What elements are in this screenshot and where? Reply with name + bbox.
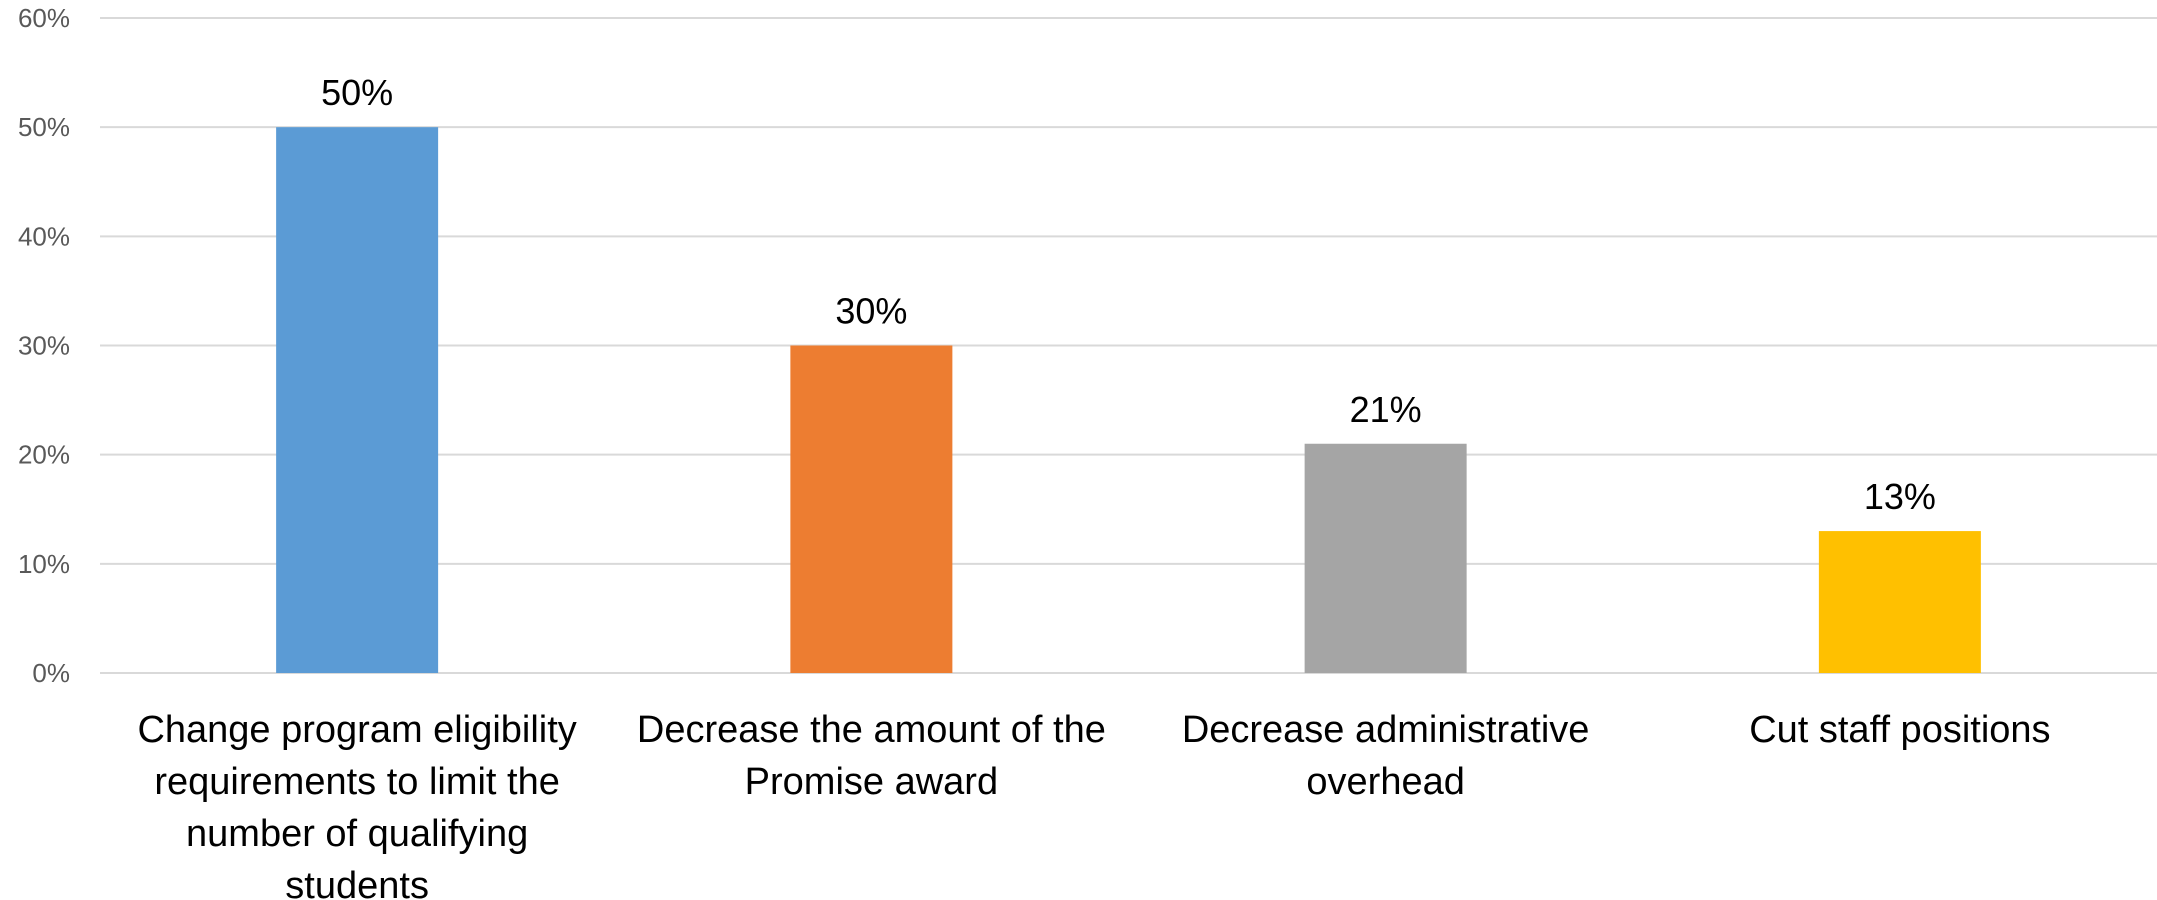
gridlines [100, 17, 2157, 674]
category-label-line: Change program eligibility [137, 709, 576, 751]
data-label: 50% [321, 72, 393, 113]
data-label: 30% [835, 291, 907, 332]
y-tick-label: 10% [18, 549, 70, 579]
category-label: Decrease the amount of the Promise award [637, 709, 1106, 803]
category-label: Change program eligibility requirements t… [137, 709, 576, 900]
y-tick-label: 20% [18, 440, 70, 470]
y-tick-label: 30% [18, 331, 70, 361]
category-label-line: Promise award [745, 761, 998, 803]
category-label-line: Decrease administrative [1182, 709, 1590, 751]
y-tick-label: 0% [32, 658, 70, 688]
category-label-line: overhead [1306, 761, 1464, 803]
x-axis-category-labels: Change program eligibility requirements t… [137, 709, 2050, 900]
category-label-line: students [285, 865, 429, 900]
category-label-line: number of qualifying [186, 813, 528, 855]
bar [790, 345, 953, 673]
y-tick-label: 50% [18, 112, 70, 142]
data-label: 21% [1350, 389, 1422, 430]
bar [276, 127, 439, 673]
y-tick-label: 60% [18, 3, 70, 33]
bar [1304, 443, 1467, 673]
y-tick-label: 40% [18, 221, 70, 251]
category-label: Decrease administrative overhead [1182, 709, 1590, 803]
category-label: Cut staff positions [1749, 709, 2050, 751]
data-labels: 50% 30% 21% 13% [321, 72, 1936, 517]
category-label-line: Cut staff positions [1749, 709, 2050, 751]
category-label-line: requirements to limit the [154, 761, 560, 803]
y-axis-tick-labels: 0% 10% 20% 30% 40% 50% 60% [18, 3, 70, 688]
bars [276, 127, 1981, 673]
data-label: 13% [1864, 476, 1936, 517]
category-label-line: Decrease the amount of the [637, 709, 1106, 751]
bar [1818, 531, 1981, 673]
